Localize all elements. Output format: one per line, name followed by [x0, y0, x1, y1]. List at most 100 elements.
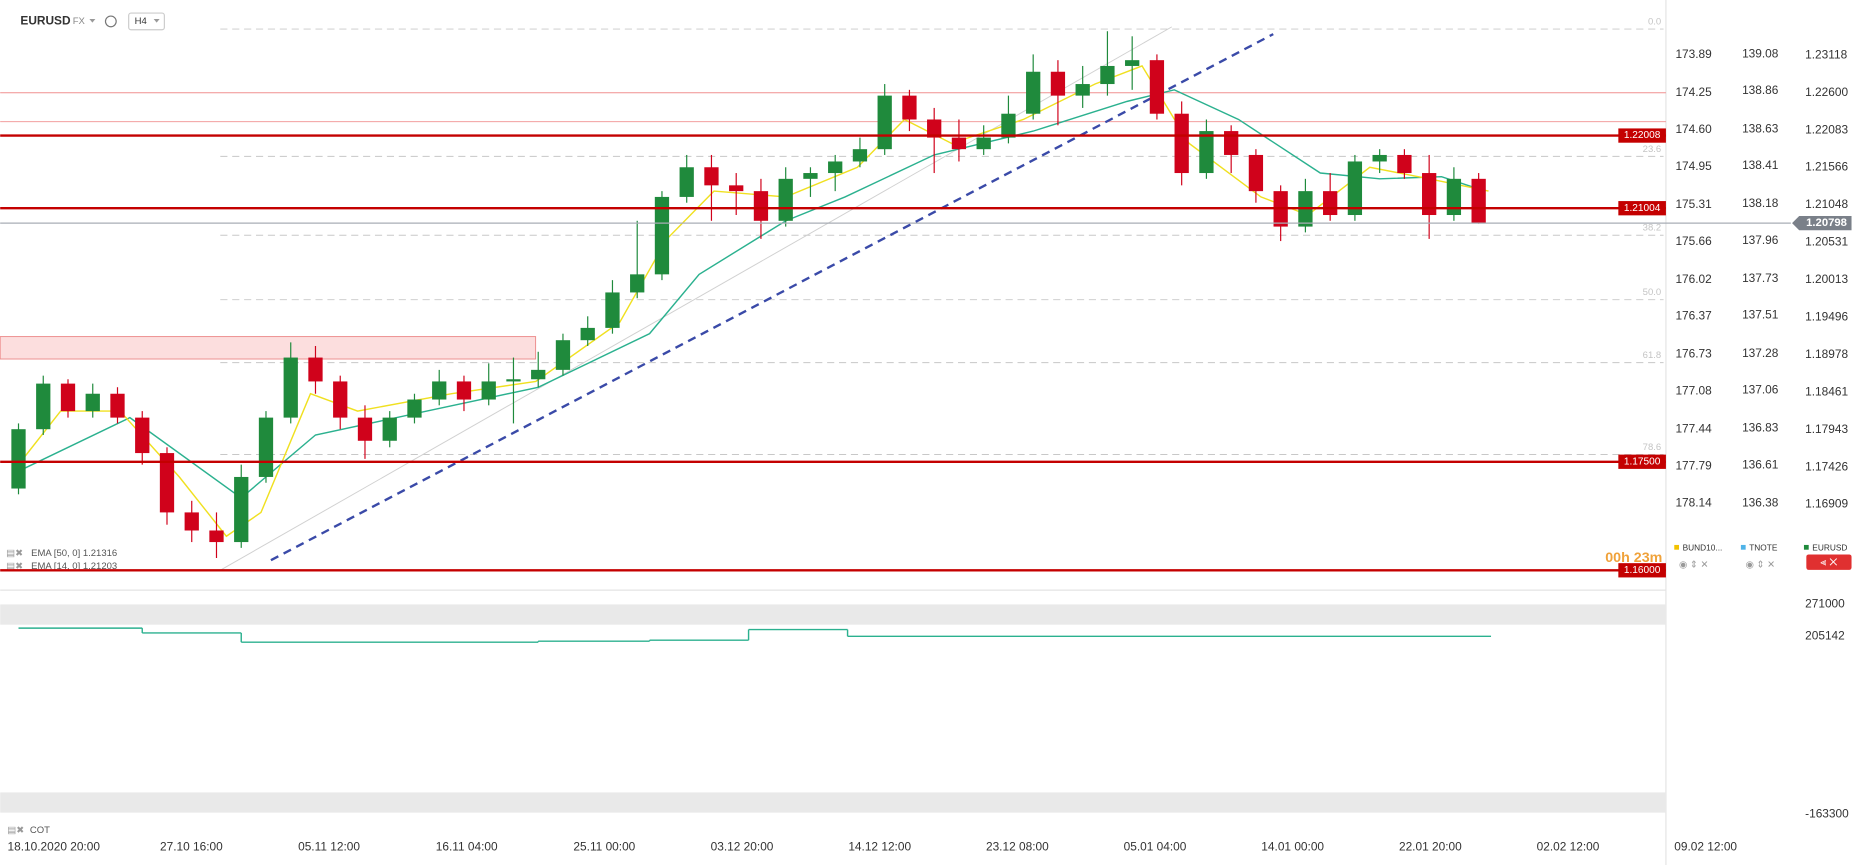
- x-tick-label: 18.10.2020 20:00: [7, 839, 100, 853]
- level-label: 1.17500: [1624, 456, 1661, 467]
- level-label: 1.16000: [1624, 565, 1661, 576]
- candle-body: [85, 393, 100, 412]
- y-tick-label: 138.41: [1742, 158, 1779, 172]
- legend-name[interactable]: BUND10...: [1683, 543, 1723, 553]
- dropdown-icon[interactable]: [89, 19, 96, 23]
- candle-body: [1471, 178, 1486, 224]
- legend-icons: ◉ ⇕ ✕: [1679, 560, 1709, 571]
- x-tick-label: 09.02 12:00: [1674, 839, 1737, 853]
- interval[interactable]: H4: [135, 16, 147, 27]
- candle-body: [679, 167, 694, 197]
- y-tick-label: 176.02: [1675, 272, 1711, 286]
- candle-body: [159, 453, 175, 513]
- y-tick-label: 1.21048: [1805, 197, 1848, 211]
- level-label: 1.21004: [1624, 203, 1661, 214]
- legend-swatch: [1803, 544, 1809, 550]
- y-tick-label: 137.96: [1742, 233, 1779, 247]
- candle-body: [555, 340, 571, 370]
- remove-button[interactable]: [1806, 554, 1852, 570]
- y-tick-label: 205142: [1805, 628, 1845, 642]
- candle-body: [531, 369, 546, 380]
- fib-label: 78.6: [1643, 442, 1662, 453]
- y-tick-label: 137.73: [1742, 271, 1779, 285]
- level-tag: [1618, 563, 1666, 578]
- y-tick-label: 1.18978: [1805, 347, 1848, 361]
- y-tick-label: 136.83: [1742, 421, 1779, 435]
- candle-body: [877, 95, 892, 150]
- x-tick-label: 23.12 08:00: [986, 839, 1049, 853]
- ema-line: [18, 89, 1479, 499]
- candle-body: [1397, 154, 1412, 174]
- candle-body: [828, 161, 843, 174]
- x-tick-label: 05.11 12:00: [298, 839, 360, 853]
- remove-icon[interactable]: ⫷ ✕: [1820, 557, 1837, 569]
- y-tick-label: 136.61: [1742, 457, 1779, 471]
- candle-body: [803, 173, 818, 179]
- y-tick-label: 1.23118: [1805, 47, 1847, 61]
- y-tick-label: 176.37: [1675, 309, 1711, 323]
- last-price-tag: [1792, 215, 1852, 231]
- candle-body: [456, 381, 472, 400]
- candle-body: [605, 292, 620, 328]
- candle-body: [704, 167, 719, 186]
- zone: [0, 336, 537, 360]
- x-tick-label: 25.11 00:00: [573, 839, 635, 853]
- candle-body: [60, 383, 76, 412]
- candle-body: [1125, 60, 1140, 66]
- y-tick-label: 178.14: [1675, 495, 1712, 509]
- market[interactable]: FX: [73, 16, 86, 27]
- x-tick-label: 16.11 04:00: [436, 839, 498, 853]
- dropdown-icon[interactable]: [153, 19, 160, 23]
- candle-body: [283, 357, 298, 418]
- panel-icons[interactable]: ▤✖: [7, 825, 24, 836]
- candle-body: [382, 417, 397, 441]
- candle-body: [407, 399, 422, 418]
- y-tick-label: 174.95: [1675, 159, 1712, 173]
- candle-body: [110, 393, 125, 418]
- y-tick-label: 1.22600: [1805, 85, 1848, 99]
- candle-body: [778, 178, 793, 221]
- candle-body: [852, 149, 868, 162]
- legend-name[interactable]: TNOTE: [1749, 543, 1778, 553]
- ema-legend: EMA [14, 0] 1.21203: [31, 561, 117, 572]
- symbol[interactable]: EURUSD: [20, 14, 71, 28]
- y-tick-label: 177.44: [1675, 422, 1712, 436]
- x-tick-label: 05.01 04:00: [1124, 839, 1187, 853]
- y-tick-label: 1.17943: [1805, 422, 1848, 436]
- fib-label: 50.0: [1643, 287, 1662, 298]
- ema-legend: EMA [50, 0] 1.21316: [31, 548, 117, 559]
- y-tick-label: 176.73: [1675, 347, 1712, 361]
- info-icon[interactable]: [104, 15, 117, 28]
- candle-body: [1075, 84, 1090, 96]
- candle-body: [36, 383, 51, 430]
- candle-body: [258, 417, 274, 477]
- y-tick-label: 137.51: [1742, 308, 1779, 322]
- level-tag: [1618, 201, 1666, 216]
- candle-body: [1050, 71, 1066, 96]
- candle-body: [333, 381, 348, 418]
- y-tick-label: 1.21566: [1805, 160, 1848, 174]
- countdown: 00h 23m: [1605, 550, 1662, 566]
- y-tick-label: 177.79: [1675, 459, 1712, 473]
- panel-band: [0, 604, 1666, 625]
- legend-swatch: [1740, 544, 1746, 550]
- candle-body: [1248, 154, 1264, 192]
- fib-label: 0.0: [1648, 16, 1661, 27]
- y-tick-label: 271000: [1805, 597, 1845, 611]
- y-tick-label: 1.19496: [1805, 309, 1848, 323]
- y-tick-label: 138.18: [1742, 196, 1779, 210]
- candle-body: [1372, 154, 1387, 162]
- candle-body: [1026, 71, 1041, 114]
- candle-body: [11, 429, 26, 489]
- x-tick-label: 14.12 12:00: [848, 839, 911, 853]
- interval-box[interactable]: [128, 12, 165, 31]
- candle-body: [432, 381, 447, 400]
- candle-body: [1001, 113, 1016, 138]
- y-tick-label: 1.18461: [1805, 384, 1848, 398]
- candle-body: [506, 379, 521, 382]
- fib-label: 61.8: [1643, 350, 1662, 361]
- candle-body: [580, 327, 595, 341]
- y-tick-label: 138.86: [1742, 83, 1779, 97]
- y-tick-label: 173.89: [1675, 47, 1712, 61]
